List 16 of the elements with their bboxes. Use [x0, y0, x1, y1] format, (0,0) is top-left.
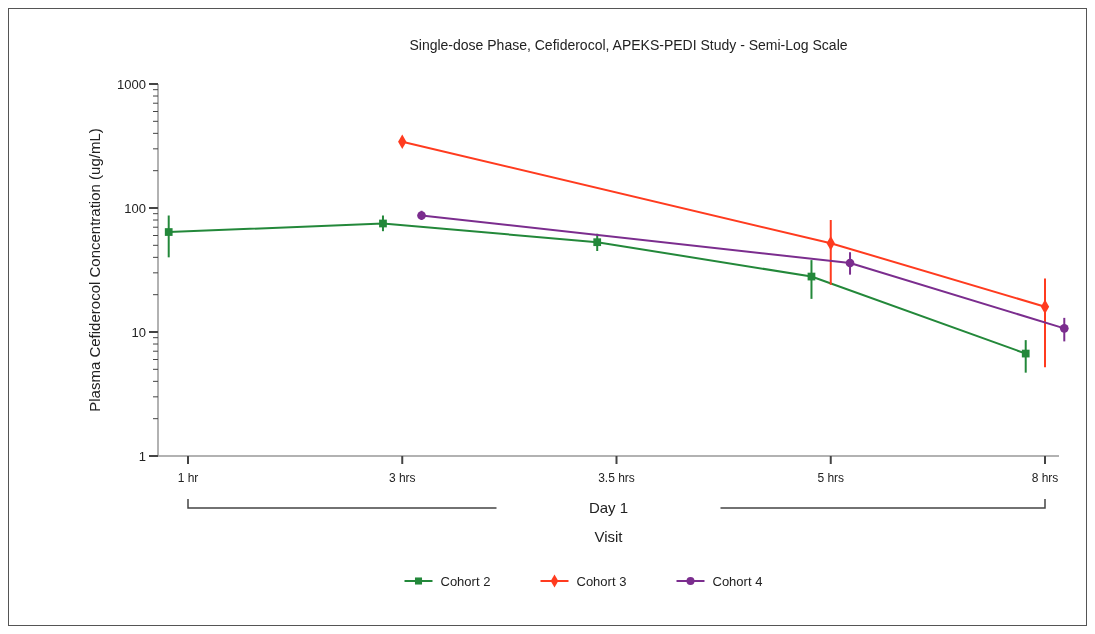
y-tick-label: 10	[131, 324, 146, 340]
y-tick-label: 1000	[117, 76, 146, 92]
legend-label: Cohort 3	[576, 573, 627, 589]
legend-label: Cohort 4	[712, 573, 763, 589]
y-axis-title: Plasma Cefiderocol Concentration (ug/mL)	[86, 128, 103, 412]
text: Day 1	[588, 499, 629, 516]
y-tick-label: 1	[138, 448, 146, 464]
legend-label: Cohort 2	[440, 573, 491, 589]
x-axis-title: Visit	[594, 528, 624, 545]
chart-title: Single-dose Phase, Cefiderocol, APEKS-PEDI Study - Semi-Log Scale	[409, 37, 848, 53]
x-tick-label: 3.5 hrs	[598, 471, 635, 485]
x-tick-label: 5 hrs	[817, 471, 845, 485]
x-tick-label: 1 hr	[177, 471, 199, 485]
y-tick-label: 100	[124, 200, 146, 216]
x-tick-label: 8 hrs	[1031, 471, 1059, 485]
x-tick-label: 3 hrs	[388, 471, 416, 485]
